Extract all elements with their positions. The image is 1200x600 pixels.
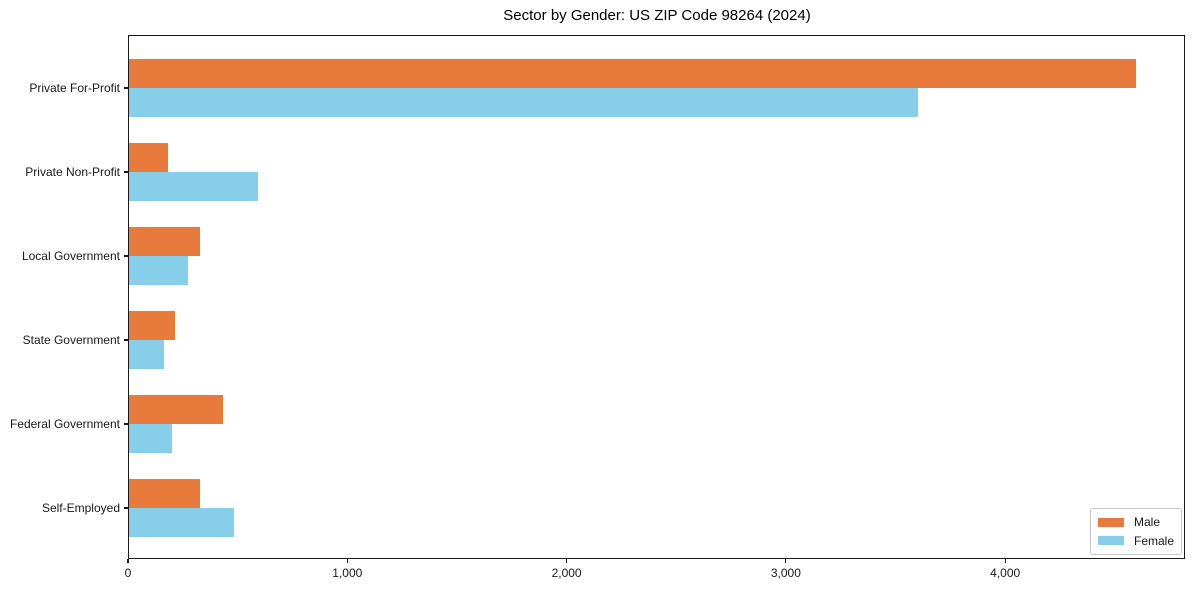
x-tick-mark	[346, 559, 348, 563]
bar-male-5	[129, 479, 201, 508]
x-tick-label: 1,000	[332, 566, 363, 580]
bar-male-4	[129, 395, 224, 424]
x-tick-label: 0	[124, 566, 132, 580]
x-tick-mark	[1004, 559, 1006, 563]
x-tick-mark	[785, 559, 787, 563]
male-color-swatch	[1098, 517, 1124, 527]
legend-item-male: Male	[1098, 513, 1174, 531]
x-tick-mark	[565, 559, 568, 563]
y-tick-mark	[124, 87, 128, 89]
legend-label-female: Female	[1134, 533, 1175, 548]
x-tick-label: 3,000	[770, 566, 801, 580]
bar-female-0	[129, 88, 919, 117]
y-tick-mark	[124, 171, 128, 173]
bar-male-1	[129, 143, 169, 172]
bar-male-0	[129, 59, 1136, 88]
bar-female-1	[129, 172, 259, 201]
y-tick-label: Self-Employed	[41, 501, 120, 515]
y-tick-mark	[124, 507, 128, 509]
bar-female-3	[129, 340, 165, 369]
y-tick-label: Local Government	[21, 249, 120, 263]
chart-title: Sector by Gender: US ZIP Code 98264 (202…	[503, 7, 811, 24]
bar-male-3	[129, 311, 176, 340]
y-tick-mark	[124, 339, 128, 341]
y-tick-label: State Government	[22, 333, 120, 347]
x-tick-mark	[127, 559, 129, 563]
y-tick-label: Federal Government	[9, 417, 120, 431]
female-color-swatch	[1098, 536, 1124, 546]
bar-male-2	[129, 227, 201, 256]
legend: Male Female	[1090, 508, 1182, 555]
y-tick-mark	[124, 255, 128, 257]
y-tick-label: Private Non-Profit	[25, 165, 120, 179]
legend-item-female: Female	[1098, 532, 1174, 550]
bar-female-5	[129, 508, 235, 537]
x-tick-label: 4,000	[990, 566, 1021, 580]
bar-female-4	[129, 424, 172, 453]
x-tick-label: 2,000	[551, 566, 582, 580]
bar-female-2	[129, 256, 189, 285]
legend-label-male: Male	[1134, 515, 1161, 530]
y-tick-label: Private For-Profit	[29, 81, 120, 95]
plot-area	[128, 35, 1185, 559]
y-tick-mark	[124, 423, 128, 425]
